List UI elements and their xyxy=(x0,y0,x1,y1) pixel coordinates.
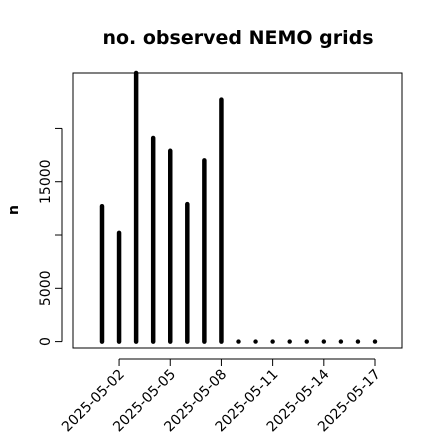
bar-2025-05-16 xyxy=(355,339,361,344)
bar-2025-05-11 xyxy=(270,339,275,344)
y-axis-label: n xyxy=(6,205,22,215)
x-axis: 2025-05-022025-05-052025-05-082025-05-11… xyxy=(59,358,384,435)
chart-title: no. observed NEMO grids xyxy=(102,27,373,49)
plot-frame xyxy=(72,72,403,349)
bar-2025-05-14 xyxy=(321,339,327,344)
y-tick-label: 0 xyxy=(38,337,54,346)
y-tick-label: 5000 xyxy=(38,270,54,306)
bar-2025-05-09 xyxy=(236,339,241,344)
bar-2025-05-13 xyxy=(304,339,309,344)
y-tick-label: 15000 xyxy=(38,159,54,204)
bar-2025-05-12 xyxy=(287,339,292,344)
y-axis: 0 5000 15000 xyxy=(38,127,63,346)
bar-2025-05-17 xyxy=(372,339,378,344)
bar-2025-05-10 xyxy=(253,339,258,344)
bars xyxy=(99,70,378,344)
bar-2025-05-15 xyxy=(338,339,344,344)
